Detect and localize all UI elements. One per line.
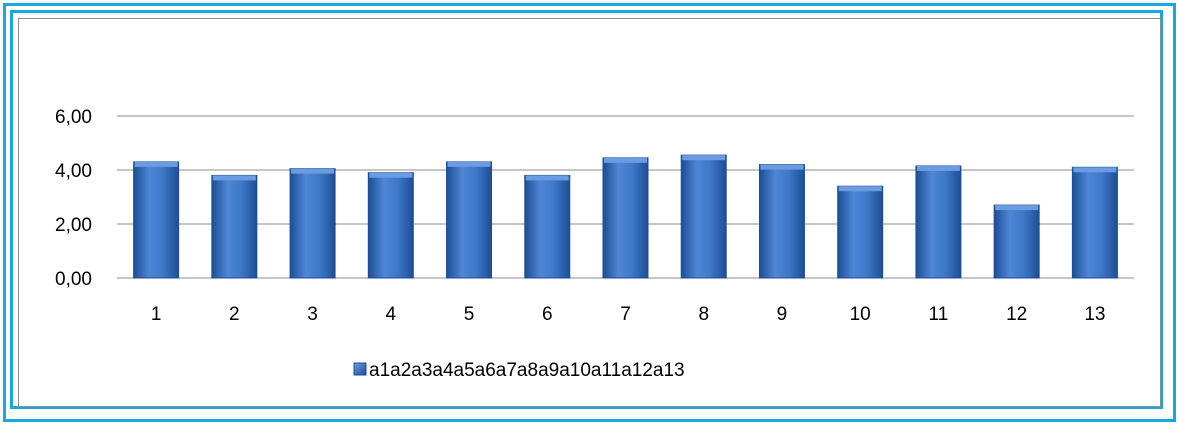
bar <box>915 165 962 279</box>
y-tick-label: 2,00 <box>55 215 92 236</box>
x-tick-label: 7 <box>620 304 631 325</box>
x-tick-label: 3 <box>307 304 318 325</box>
bar <box>211 174 258 279</box>
y-tick-label: 6,00 <box>55 107 92 128</box>
y-tick-label: 0,00 <box>55 269 92 290</box>
bar <box>367 172 414 279</box>
outer-frame <box>3 3 1176 422</box>
bar <box>993 204 1040 279</box>
bar <box>524 174 571 279</box>
x-tick-label: 5 <box>464 304 475 325</box>
bar <box>602 157 649 279</box>
x-tick-label: 1 <box>151 304 162 325</box>
x-tick-label: 13 <box>1084 304 1105 325</box>
inner-frame <box>10 10 1163 409</box>
x-tick-label: 8 <box>698 304 709 325</box>
bars <box>133 154 1118 279</box>
x-tick-label: 12 <box>1006 304 1027 325</box>
x-tick-label: 6 <box>542 304 553 325</box>
x-tick-label: 4 <box>386 304 397 325</box>
x-tick-label: 11 <box>929 304 949 325</box>
bar <box>758 164 805 279</box>
chart-area <box>18 18 1161 407</box>
x-tick-label: 10 <box>850 304 871 325</box>
bar <box>289 168 336 279</box>
x-axis-tick-labels: 1 2 3 4 5 6 7 8 9 10 11 12 13 <box>151 304 1106 325</box>
legend-swatch <box>353 362 367 376</box>
y-tick-label: 4,00 <box>55 161 92 182</box>
bar <box>446 161 493 279</box>
legend: a1a2a3a4a5a6a7a8a9a10a11a12a13 <box>353 360 685 381</box>
bar <box>133 161 180 279</box>
y-axis-tick-labels: 0,00 2,00 4,00 6,00 <box>55 107 92 290</box>
x-tick-label: 9 <box>777 304 788 325</box>
legend-label: a1a2a3a4a5a6a7a8a9a10a11a12a13 <box>369 360 685 381</box>
bar <box>1071 166 1118 279</box>
bar <box>837 185 884 279</box>
bar <box>680 154 727 279</box>
x-tick-label: 2 <box>229 304 240 325</box>
